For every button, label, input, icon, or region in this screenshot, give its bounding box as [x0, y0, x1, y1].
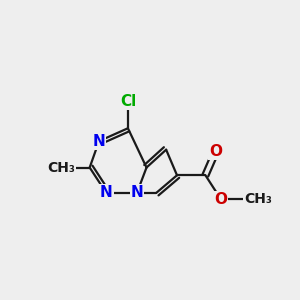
Text: N: N	[93, 134, 105, 149]
Text: O: O	[214, 192, 227, 207]
Text: Cl: Cl	[120, 94, 136, 110]
Text: N: N	[130, 185, 143, 200]
Text: CH₃: CH₃	[244, 192, 272, 206]
Text: O: O	[209, 144, 222, 159]
Text: CH₃: CH₃	[47, 160, 75, 175]
Text: N: N	[100, 185, 112, 200]
